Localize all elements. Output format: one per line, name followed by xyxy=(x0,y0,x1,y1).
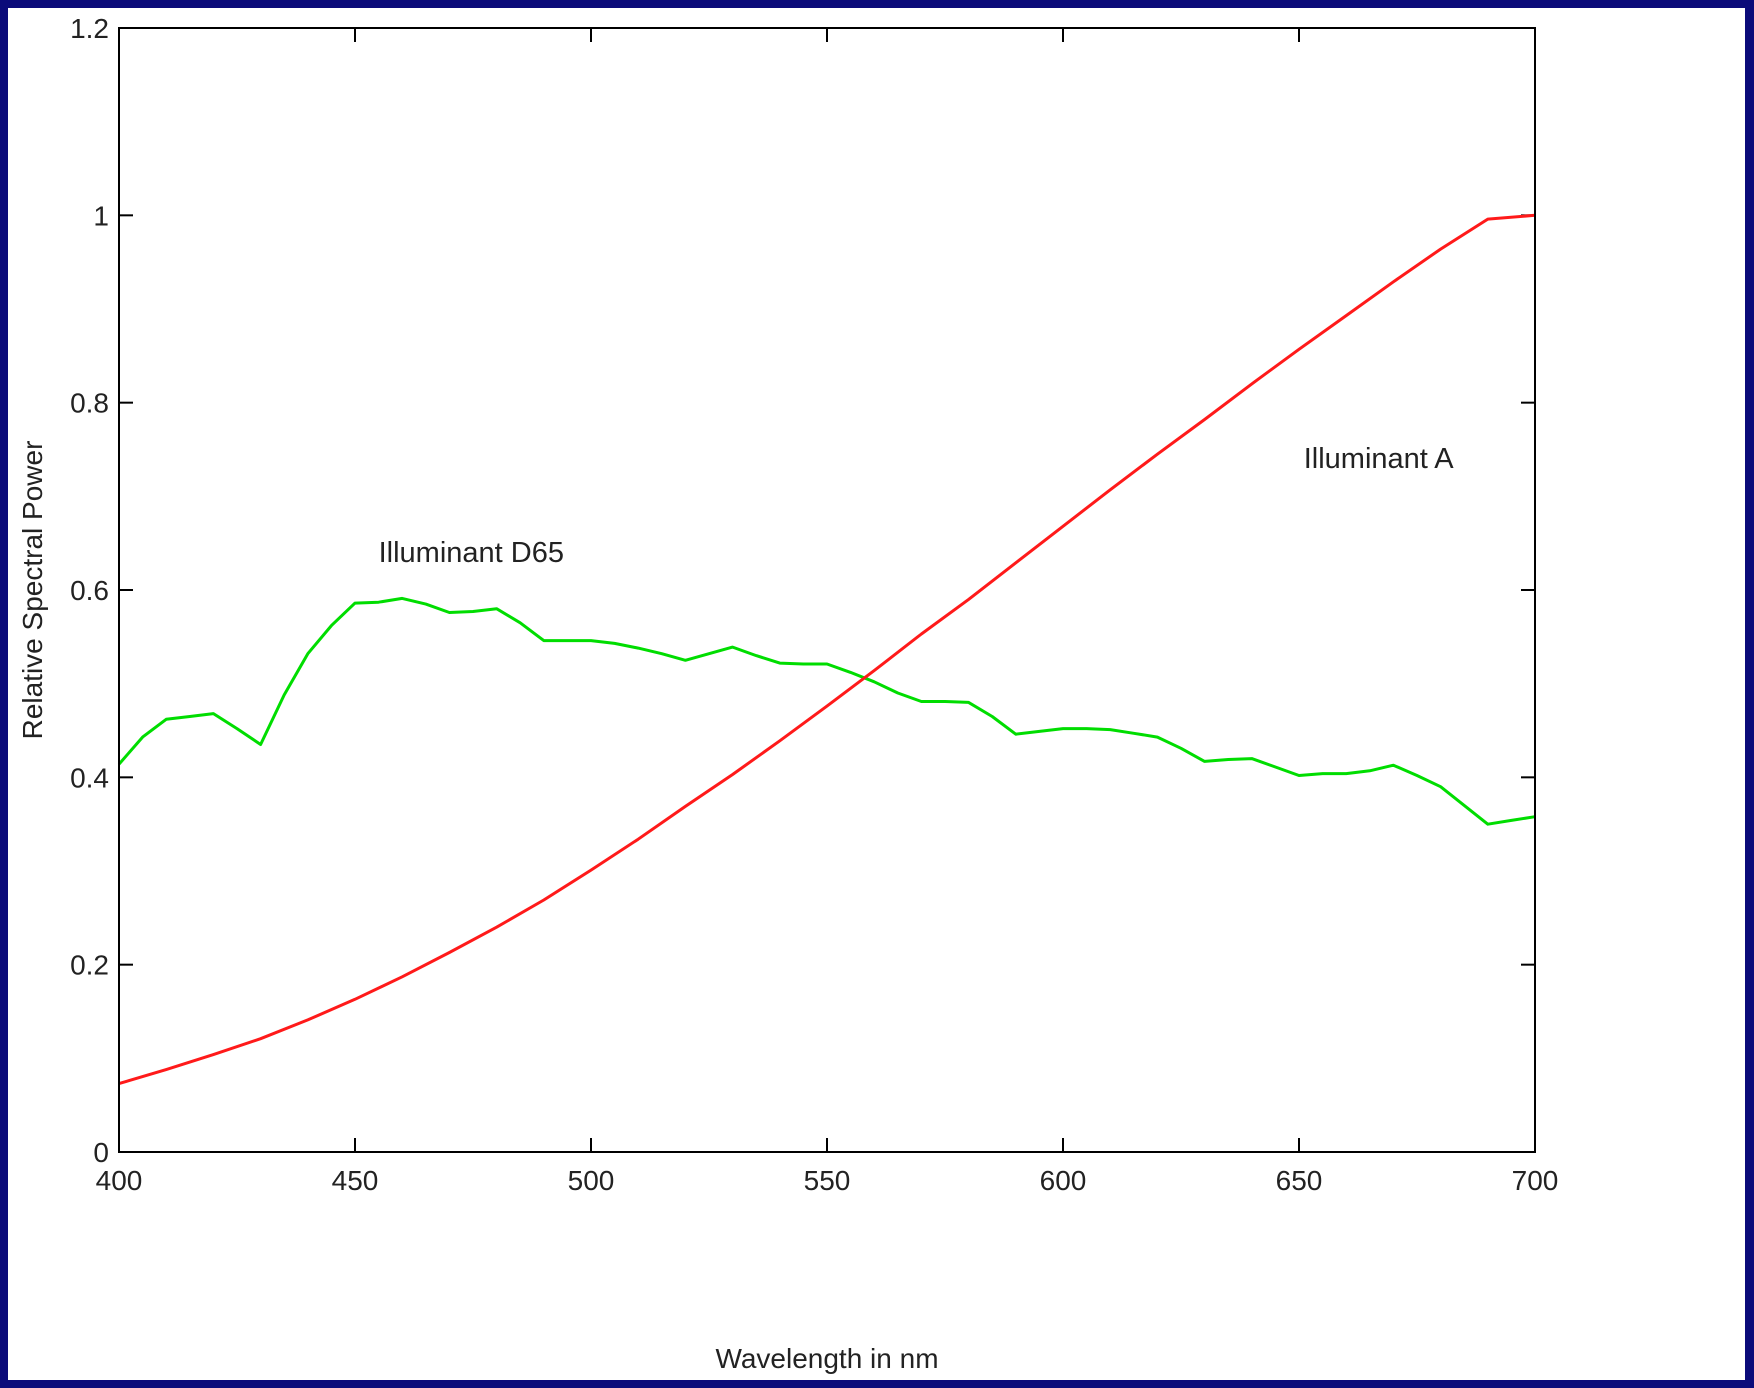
plot-area-frame xyxy=(118,27,1536,1153)
series-line-1 xyxy=(117,596,1536,826)
chart-svg: 400 450 500 550 600 650 700 0 0.2 0.4 0.6 0.8 1 1.2 I… xyxy=(17,13,1558,1374)
y-tick-label: 0.2 xyxy=(70,950,109,981)
x-axis-label: Wavelength in nm xyxy=(715,1343,938,1374)
annotations: Illuminant D65 Illuminant A xyxy=(379,443,1455,569)
x-tick-label: 650 xyxy=(1276,1165,1323,1196)
series-line-2 xyxy=(118,213,1536,1086)
chart-figure: 400 450 500 550 600 650 700 0 0.2 0.4 0.6 0.8 1 1.2 I… xyxy=(8,8,1745,1380)
x-tick-label: 600 xyxy=(1040,1165,1087,1196)
y-tick-label: 1.2 xyxy=(70,13,109,44)
x-tick-label: 450 xyxy=(332,1165,379,1196)
y-tick-label: 0.8 xyxy=(70,388,109,419)
y-tick-label: 0 xyxy=(93,1137,109,1168)
x-tick-label: 550 xyxy=(804,1165,851,1196)
x-tick-label: 700 xyxy=(1512,1165,1559,1196)
x-tick-label: 400 xyxy=(96,1165,143,1196)
x-tick-label: 500 xyxy=(568,1165,615,1196)
y-tick-label: 1 xyxy=(93,200,109,231)
annotation-label: Illuminant D65 xyxy=(379,537,564,569)
y-tick-label: 0.6 xyxy=(70,575,109,606)
y-tick-label: 0.4 xyxy=(70,762,109,793)
annotation-label: Illuminant A xyxy=(1304,443,1455,475)
axis-ticks xyxy=(118,27,1536,1153)
y-axis-label: Relative Spectral Power xyxy=(17,441,48,740)
series-layer xyxy=(117,213,1536,1086)
tick-labels: 400 450 500 550 600 650 700 0 0.2 0.4 0.6 0.8 1 1.2 xyxy=(70,13,1558,1196)
